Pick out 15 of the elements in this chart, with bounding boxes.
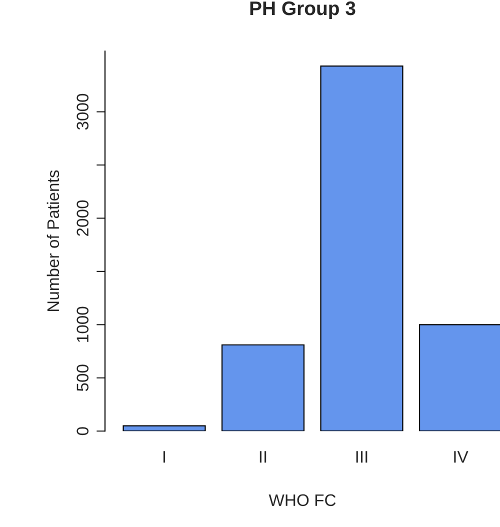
bar bbox=[221, 344, 305, 432]
y-tick-label: 2000 bbox=[76, 200, 89, 236]
x-tick-label: I bbox=[163, 451, 166, 463]
x-tick-label: II bbox=[260, 451, 266, 463]
bar bbox=[122, 425, 206, 432]
y-tick-label: 500 bbox=[76, 364, 89, 392]
y-axis-title: Number of Patients bbox=[46, 170, 60, 312]
x-tick-label: III bbox=[356, 451, 368, 463]
bar bbox=[320, 65, 404, 432]
chart-title: PH Group 3 bbox=[250, 1, 356, 20]
x-tick-label: IV bbox=[454, 451, 468, 463]
y-tick-label: 1000 bbox=[76, 306, 89, 342]
y-tick-label: 0 bbox=[76, 427, 89, 436]
x-axis-title: WHO FC bbox=[268, 494, 336, 506]
y-tick-label: 3000 bbox=[76, 94, 89, 130]
